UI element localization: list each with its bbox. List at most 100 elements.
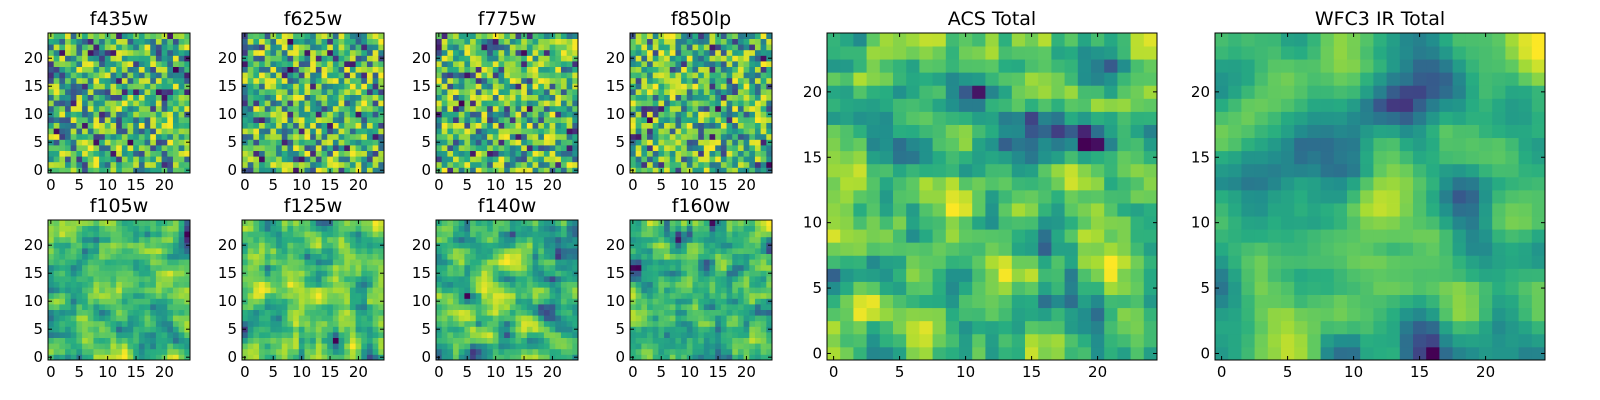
heatmap-cell: [167, 276, 174, 282]
heatmap-cell: [760, 304, 767, 310]
heatmap-cell: [127, 287, 134, 294]
heatmap-cell: [754, 61, 762, 67]
heatmap-cell: [675, 83, 682, 90]
heatmap-cell: [652, 66, 659, 73]
heatmap-cell: [754, 309, 762, 316]
heatmap-cell: [538, 309, 545, 316]
heatmap-cell: [344, 309, 351, 316]
heatmap-cell: [310, 298, 317, 305]
heatmap-cell: [498, 231, 505, 238]
heatmap-cell: [532, 236, 539, 243]
heatmap-cell: [259, 248, 266, 254]
heatmap-cell: [150, 276, 157, 282]
heatmap-cell: [703, 348, 710, 355]
heatmap-cell: [521, 298, 528, 305]
heatmap-cell: [259, 111, 266, 118]
heatmap-cell: [475, 94, 482, 101]
heatmap-cell: [492, 145, 499, 151]
heatmap-cell: [178, 33, 185, 39]
heatmap-cell: [338, 231, 345, 238]
heatmap-cell: [436, 105, 443, 112]
heatmap-cell: [48, 343, 55, 350]
heatmap-cell: [766, 150, 773, 157]
heatmap-cell: [242, 292, 249, 299]
heatmap-cell: [155, 225, 162, 232]
x-tick-label: 15: [708, 176, 727, 194]
x-tick-label: 15: [126, 363, 145, 381]
heatmap-cell: [470, 33, 477, 39]
heatmap-cell: [321, 348, 328, 355]
heatmap-cell: [436, 66, 443, 73]
heatmap-cell: [681, 315, 688, 322]
heatmap-cell: [658, 55, 665, 62]
heatmap-cell: [349, 128, 356, 135]
heatmap-cell: [287, 55, 294, 62]
heatmap-cell: [82, 161, 89, 168]
heatmap-cell: [48, 77, 55, 84]
heatmap-cell: [521, 139, 528, 146]
heatmap-cell: [184, 49, 191, 56]
heatmap-cell: [82, 128, 89, 135]
heatmap-cell: [487, 315, 494, 322]
heatmap-cell: [304, 100, 311, 107]
heatmap-cell: [327, 44, 334, 51]
heatmap-cell: [641, 304, 648, 310]
heatmap-cell: [481, 231, 488, 238]
heatmap-cell: [686, 83, 693, 90]
heatmap-cell: [760, 77, 767, 84]
heatmap-cell: [310, 61, 317, 67]
heatmap-cell: [76, 122, 83, 129]
heatmap-cell: [65, 220, 72, 226]
heatmap-cell: [754, 66, 762, 73]
heatmap-cell: [630, 117, 637, 123]
heatmap-cell: [247, 276, 254, 282]
heatmap-cell: [121, 145, 128, 151]
heatmap-cell: [349, 61, 356, 67]
heatmap-cell: [664, 83, 671, 90]
heatmap-cell: [532, 49, 539, 56]
heatmap-cell: [48, 105, 55, 112]
heatmap-cell: [270, 270, 277, 277]
heatmap-cell: [59, 161, 66, 168]
heatmap-cell: [121, 49, 128, 56]
heatmap-cell: [48, 309, 55, 316]
heatmap-cell: [349, 343, 356, 350]
heatmap-cell: [538, 348, 545, 355]
heatmap-cell: [104, 270, 111, 277]
heatmap-cell: [116, 150, 123, 157]
heatmap-cell: [99, 264, 106, 271]
y-tick-label: 10: [606, 105, 625, 123]
heatmap-cell: [287, 161, 294, 168]
heatmap-cell: [464, 253, 471, 260]
heatmap-cell: [526, 348, 533, 355]
heatmap-cell: [253, 145, 260, 151]
heatmap-cell: [93, 55, 100, 62]
heatmap-cell: [332, 161, 339, 168]
heatmap-cell: [59, 276, 66, 282]
heatmap-cell: [658, 298, 665, 305]
heatmap-cell: [327, 326, 334, 333]
heatmap-cell: [116, 276, 123, 282]
heatmap-cell: [327, 49, 334, 56]
heatmap-cell: [87, 264, 94, 271]
heatmap-cell: [732, 276, 739, 282]
heatmap-cell: [509, 276, 516, 282]
heatmap-cell: [532, 242, 539, 249]
heatmap-cell: [144, 167, 151, 174]
heatmap-cell: [458, 156, 465, 163]
heatmap-cell: [458, 33, 465, 39]
heatmap-cell: [366, 320, 374, 327]
heatmap-cell: [447, 38, 454, 45]
heatmap-cell: [703, 105, 710, 112]
heatmap-cell: [504, 145, 511, 151]
heatmap-cell: [549, 122, 556, 129]
heatmap-cell: [635, 111, 642, 118]
heatmap-cell: [566, 298, 573, 305]
heatmap-cell: [470, 270, 477, 277]
heatmap-cell: [338, 66, 345, 73]
heatmap-cell: [264, 38, 271, 45]
heatmap-cell: [59, 242, 66, 249]
heatmap-cell: [686, 55, 693, 62]
heatmap-cell: [515, 292, 522, 299]
heatmap-cell: [70, 117, 77, 123]
